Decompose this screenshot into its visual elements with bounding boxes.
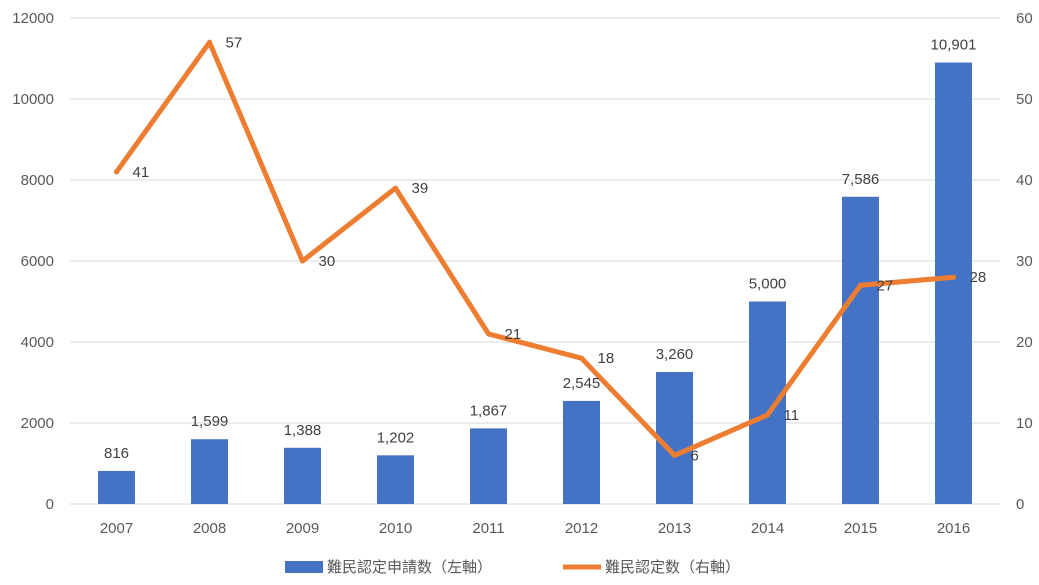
line-data-label: 57 <box>226 34 243 51</box>
bar <box>656 371 693 504</box>
left-y-axis: 0 2000 4000 6000 8000 10000 12000 <box>12 10 54 513</box>
bar <box>935 62 972 505</box>
bar-data-labels: 816 1,599 1,388 1,202 1,867 2,545 3,260 5,000 7,… <box>104 37 976 462</box>
line-data-label: 11 <box>784 407 800 424</box>
legend-bar-label: 難民認定申請数（左軸） <box>327 558 492 576</box>
left-tick-label: 10000 <box>12 91 54 108</box>
x-tick-label: 2012 <box>565 520 598 537</box>
bar <box>470 428 507 504</box>
left-tick-label: 6000 <box>21 253 54 270</box>
gridlines <box>70 17 1000 505</box>
right-y-axis: 0 10 20 30 40 50 60 <box>1016 10 1033 513</box>
legend: 難民認定申請数（左軸） 難民認定数（右軸） <box>285 558 740 576</box>
bar-data-label: 3,260 <box>656 346 694 363</box>
right-tick-label: 30 <box>1016 253 1033 270</box>
x-tick-label: 2010 <box>379 520 412 537</box>
line-data-label: 18 <box>598 350 615 367</box>
line-point <box>114 169 119 175</box>
line-data-label: 39 <box>412 180 429 197</box>
line-series-path <box>114 39 956 458</box>
line-data-label: 41 <box>133 164 150 181</box>
bar <box>191 439 228 504</box>
bar <box>98 470 135 504</box>
bar-data-label: 5,000 <box>749 276 787 293</box>
line-point <box>486 331 491 337</box>
line-data-label: 6 <box>691 447 699 464</box>
bar <box>377 455 414 504</box>
line-data-labels: 41 57 30 39 21 18 6 11 27 28 <box>133 34 987 464</box>
line-point <box>858 282 863 288</box>
x-tick-label: 2011 <box>472 520 504 537</box>
line-point <box>765 412 770 418</box>
bar <box>749 301 786 504</box>
bar-data-label: 1,599 <box>191 413 229 430</box>
left-tick-label: 12000 <box>12 10 54 27</box>
right-tick-label: 60 <box>1016 10 1033 27</box>
right-tick-label: 40 <box>1016 172 1033 189</box>
x-tick-label: 2015 <box>844 520 877 537</box>
bar-data-label: 2,545 <box>563 375 601 392</box>
line-point <box>672 452 677 458</box>
x-tick-label: 2009 <box>286 520 319 537</box>
x-tick-label: 2016 <box>937 520 970 537</box>
line-data-label: 21 <box>505 326 522 343</box>
x-tick-label: 2013 <box>658 520 691 537</box>
bar-data-label: 816 <box>104 445 129 462</box>
line-data-label: 28 <box>970 269 987 286</box>
line-point <box>300 258 305 264</box>
line-point <box>207 39 212 45</box>
bar <box>563 400 600 504</box>
left-tick-label: 4000 <box>21 334 54 351</box>
line-data-label: 30 <box>319 253 336 270</box>
left-tick-label: 2000 <box>21 415 54 432</box>
left-tick-label: 0 <box>46 496 54 513</box>
bar-data-label: 1,867 <box>470 402 508 419</box>
left-tick-label: 8000 <box>21 172 54 189</box>
right-tick-label: 0 <box>1016 496 1024 513</box>
legend-line-label: 難民認定数（右軸） <box>605 558 740 576</box>
bar-data-label: 7,586 <box>842 171 880 188</box>
line-point <box>579 355 584 361</box>
line-data-label: 27 <box>877 277 894 294</box>
bar-data-label: 10,901 <box>931 37 977 54</box>
bar-data-label: 1,388 <box>284 422 322 439</box>
legend-bar-swatch <box>285 561 323 573</box>
bar-series <box>98 62 972 505</box>
line-series <box>114 39 956 458</box>
bar <box>842 196 879 504</box>
x-tick-label: 2014 <box>751 520 784 537</box>
x-tick-label: 2007 <box>100 520 133 537</box>
x-tick-label: 2008 <box>193 520 226 537</box>
x-axis: 2007 2008 2009 2010 2011 2012 2013 2014 2015 2016 <box>100 520 970 537</box>
bar-data-label: 1,202 <box>377 429 415 446</box>
right-tick-label: 20 <box>1016 334 1033 351</box>
line-point <box>951 274 956 280</box>
bar <box>284 447 321 504</box>
right-tick-label: 10 <box>1016 415 1033 432</box>
right-tick-label: 50 <box>1016 91 1033 108</box>
line-point <box>393 185 398 191</box>
